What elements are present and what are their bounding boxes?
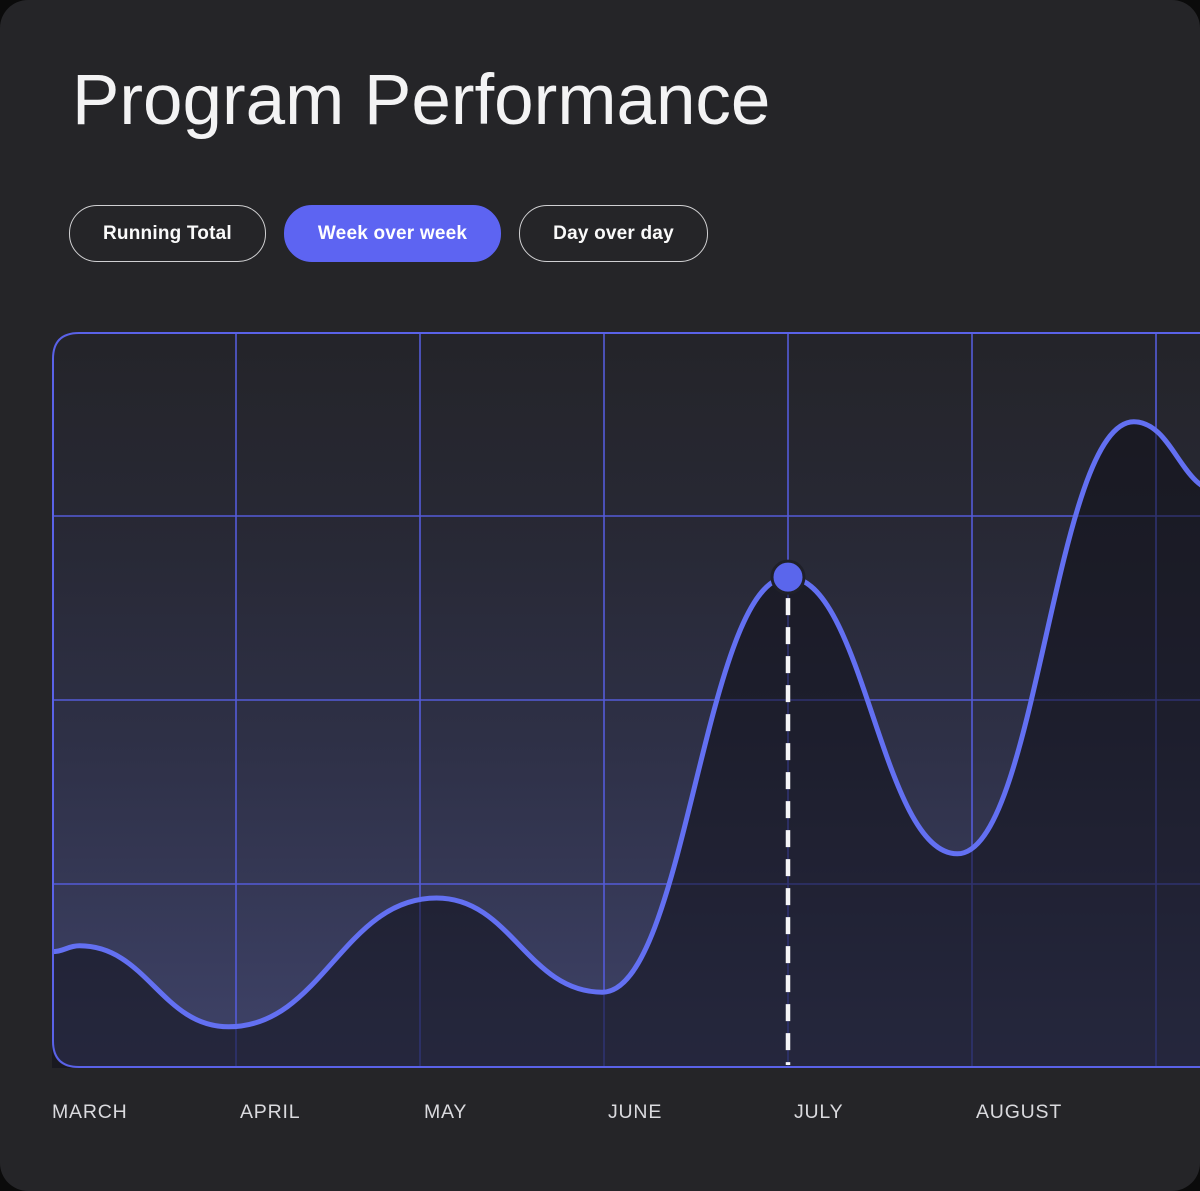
performance-chart — [52, 332, 1200, 1068]
chart-border — [52, 332, 1200, 1068]
view-tabs: Running Total Week over week Day over da… — [69, 205, 708, 262]
tab-week-over-week[interactable]: Week over week — [283, 205, 502, 262]
tab-running-total[interactable]: Running Total — [69, 205, 266, 262]
x-axis-label-july: JULY — [794, 1101, 844, 1123]
highlight-dot[interactable] — [770, 559, 806, 595]
x-axis-label-april: APRIL — [240, 1101, 301, 1123]
x-axis: MARCH APRIL MAY JUNE JULY AUGUST — [52, 1101, 1200, 1127]
chart-canvas — [52, 332, 1200, 1068]
x-axis-label-june: JUNE — [608, 1101, 663, 1123]
x-axis-label-march: MARCH — [52, 1101, 128, 1123]
area-below-line — [52, 421, 1200, 1068]
x-axis-label-may: MAY — [424, 1101, 468, 1123]
tab-day-over-day[interactable]: Day over day — [519, 205, 708, 262]
x-axis-label-august: AUGUST — [976, 1101, 1063, 1123]
page-title: Program Performance — [72, 61, 771, 140]
performance-line — [52, 419, 1200, 1030]
